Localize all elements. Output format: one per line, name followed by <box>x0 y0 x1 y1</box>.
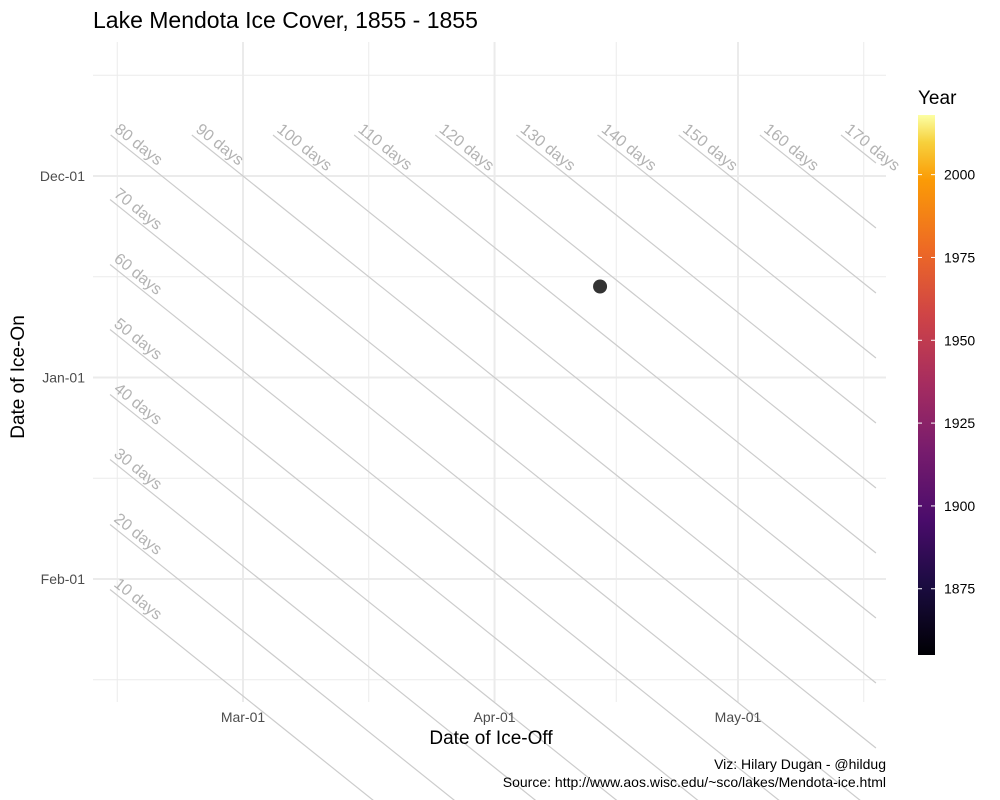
caption-source: Source: http://www.aos.wisc.edu/~sco/lak… <box>503 774 886 790</box>
duration-label: 40 days <box>111 380 165 428</box>
duration-line <box>109 459 537 800</box>
duration-line <box>109 199 861 800</box>
duration-label: 30 days <box>111 445 165 493</box>
y-axis-title: Date of Ice-On <box>8 315 29 439</box>
legend-title: Year <box>918 88 957 109</box>
x-axis-title: Date of Ice-Off <box>429 728 553 749</box>
duration-label: 150 days <box>679 121 740 175</box>
y-tick-label: Feb-01 <box>41 571 86 587</box>
duration-line <box>678 134 877 294</box>
duration-label: 110 days <box>355 121 415 174</box>
legend-tick-label: 1900 <box>944 498 975 514</box>
legend-tick-label: 1875 <box>944 581 975 597</box>
axis-tick-labels: Mar-01 Apr-01 May-01 Dec-01 Jan-01 Feb-01 <box>40 168 762 725</box>
x-tick-label: Apr-01 <box>474 709 516 725</box>
y-tick-label: Jan-01 <box>42 370 85 386</box>
duration-line <box>109 394 618 800</box>
chart-title: Lake Mendota Ice Cover, 1855 - 1855 <box>93 7 478 33</box>
caption-credit: Viz: Hilary Dugan - @hildug <box>714 756 886 772</box>
duration-line <box>516 134 877 424</box>
duration-line <box>434 134 877 489</box>
duration-line <box>353 134 877 554</box>
duration-line <box>109 589 374 800</box>
x-tick-label: Mar-01 <box>221 709 266 725</box>
x-tick-label: May-01 <box>715 709 762 725</box>
duration-line <box>109 264 780 800</box>
y-tick-label: Dec-01 <box>40 168 85 184</box>
legend-tick-label: 2000 <box>944 167 975 183</box>
duration-line <box>109 524 455 800</box>
duration-line <box>759 134 877 229</box>
data-point <box>593 279 608 294</box>
duration-line <box>191 134 877 684</box>
duration-label: 140 days <box>598 121 659 175</box>
duration-label: 20 days <box>111 510 165 558</box>
duration-label: 60 days <box>111 250 165 298</box>
legend-tick-label: 1950 <box>944 332 975 348</box>
duration-line <box>110 134 877 749</box>
legend-colorbar <box>918 115 935 655</box>
duration-label: 90 days <box>192 121 246 169</box>
legend-tick-label: 1975 <box>944 249 975 265</box>
data-points <box>593 279 608 294</box>
duration-label: 170 days <box>841 121 902 175</box>
duration-line <box>272 134 877 619</box>
legend-ticks: 1875 1900 1925 1950 1975 2000 <box>918 167 975 597</box>
duration-label: 10 days <box>111 575 165 623</box>
duration-line <box>597 134 877 359</box>
duration-label: 50 days <box>111 315 165 363</box>
duration-label: 70 days <box>111 185 165 233</box>
duration-label: 130 days <box>517 121 578 175</box>
duration-line <box>840 134 877 164</box>
duration-label: 80 days <box>111 121 165 169</box>
duration-label: 100 days <box>273 121 334 175</box>
duration-lines: 10 days 20 days 30 days 40 days 50 days 60 da… <box>109 121 903 800</box>
duration-label: 120 days <box>436 121 497 175</box>
grid-lines <box>93 42 886 702</box>
duration-line <box>109 329 699 800</box>
duration-label: 160 days <box>760 121 821 175</box>
legend-tick-label: 1925 <box>944 415 975 431</box>
